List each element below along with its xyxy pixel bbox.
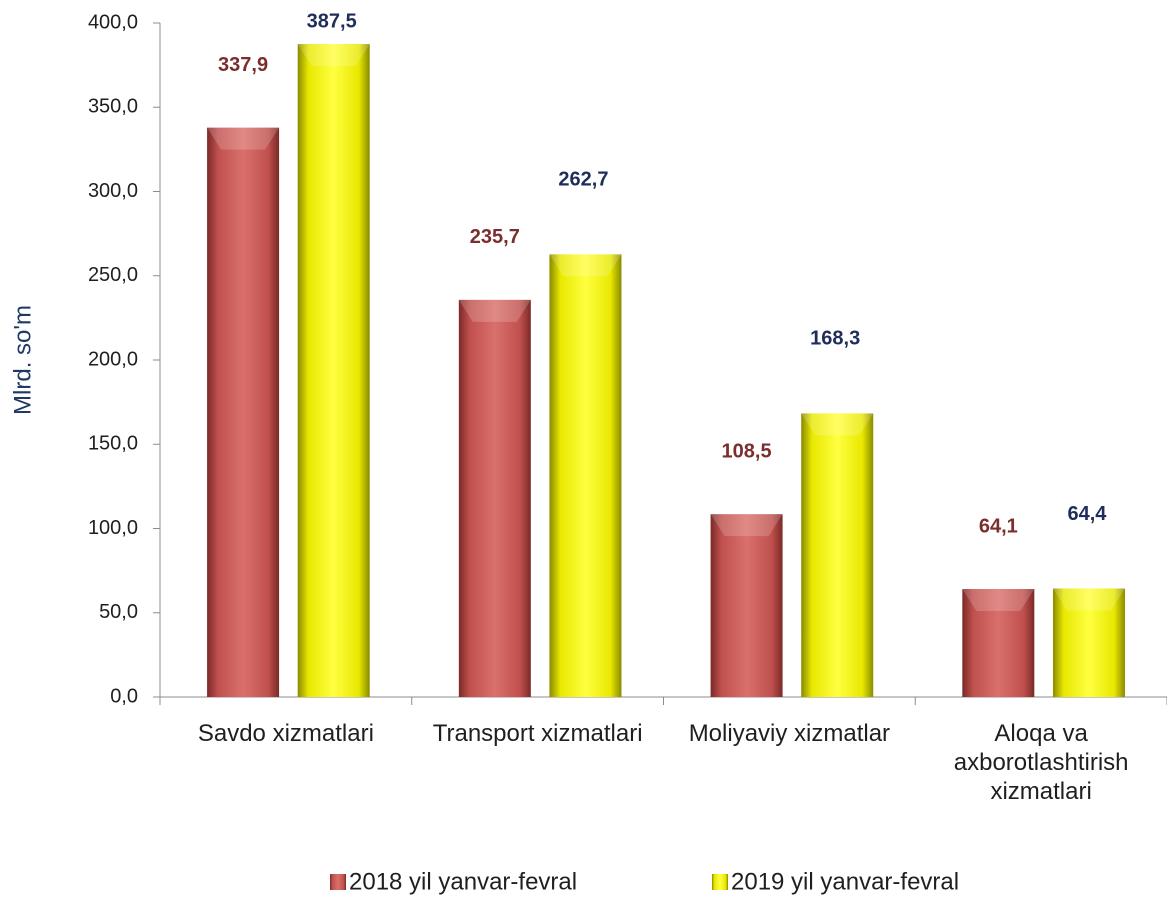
- value-label: 108,5: [722, 440, 772, 462]
- legend-marker: [330, 874, 346, 890]
- value-label: 262,7: [558, 169, 608, 191]
- y-tick-label: 200,0: [88, 348, 138, 370]
- bar-bevel: [1052, 588, 1125, 611]
- y-tick-label: 150,0: [88, 433, 138, 455]
- bar: [962, 588, 1035, 697]
- bar-bevel: [710, 514, 783, 537]
- y-tick-label: 350,0: [88, 96, 138, 118]
- y-tick-label: 50,0: [99, 601, 138, 623]
- value-label: 235,7: [470, 226, 520, 248]
- legend-label: 2019 yil yanvar-fevral: [731, 868, 959, 895]
- bar: [207, 127, 280, 698]
- value-label: 387,5: [307, 10, 357, 32]
- x-tick-label: Aloqa va axborotlashtirish xizmatlari: [953, 720, 1129, 805]
- bar-bevel: [297, 44, 370, 67]
- y-tick-label: 100,0: [88, 517, 138, 539]
- value-label: 64,4: [1067, 503, 1107, 525]
- bar: [1052, 588, 1125, 697]
- bar: [549, 254, 622, 697]
- bar: [801, 413, 874, 697]
- x-tick-label: Savdo xizmatlari: [197, 720, 374, 747]
- value-label: 168,3: [810, 328, 860, 350]
- y-tick-label: 250,0: [88, 264, 138, 286]
- y-tick-label: 400,0: [88, 11, 138, 33]
- x-tick-label: Transport xizmatlari: [432, 720, 643, 747]
- value-label: 64,1: [979, 515, 1018, 537]
- bar: [297, 44, 370, 697]
- value-label: 337,9: [218, 54, 268, 76]
- bar-bevel: [207, 127, 280, 150]
- bar-bevel: [962, 588, 1035, 611]
- x-tick-label: Moliyaviy xizmatlar: [688, 720, 891, 747]
- y-tick-label: 300,0: [88, 180, 138, 202]
- legend-label: 2018 yil yanvar-fevral: [349, 868, 577, 895]
- y-axis-title: Mlrd. so'm: [9, 305, 36, 415]
- bar-bevel: [801, 413, 874, 436]
- bar: [710, 514, 783, 697]
- y-tick-label: 0,0: [110, 685, 138, 707]
- bar-bevel: [549, 254, 622, 277]
- legend-marker: [712, 874, 728, 890]
- bar-bevel: [458, 299, 531, 322]
- bar: [458, 299, 531, 697]
